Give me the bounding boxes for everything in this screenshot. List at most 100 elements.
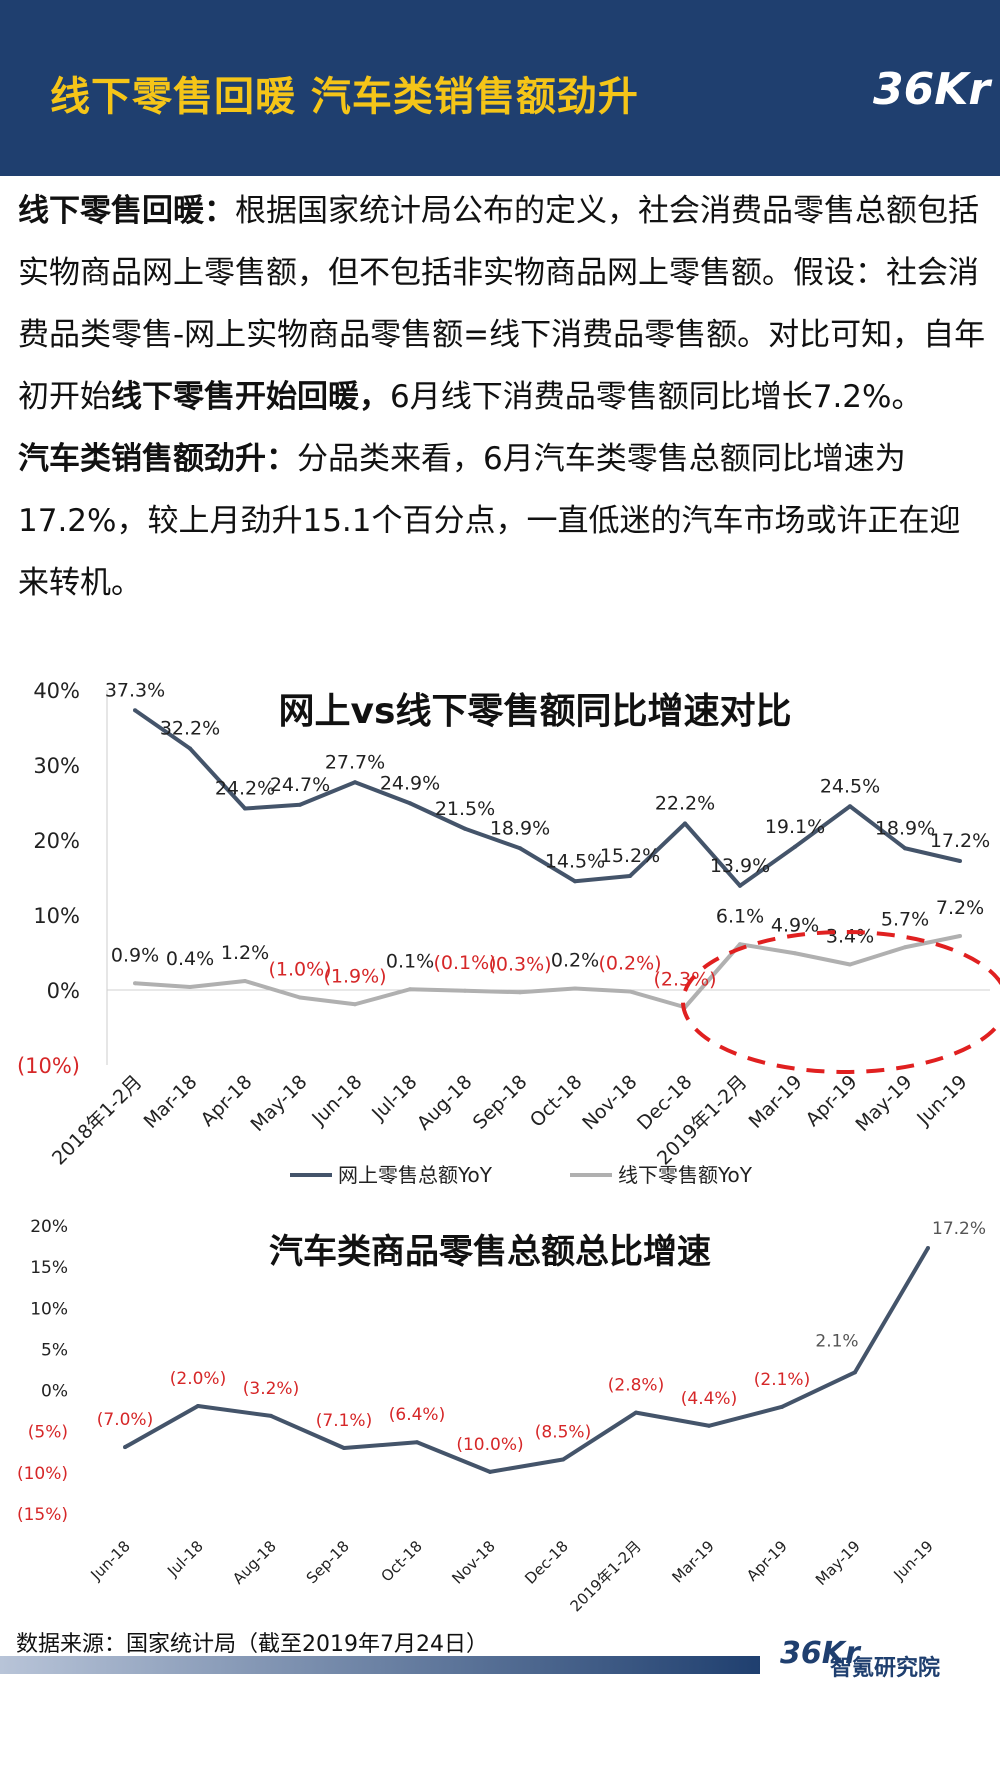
y-tick-label: 20% (30, 1217, 68, 1237)
data-label: 7.2% (936, 897, 984, 919)
data-label: 37.3% (105, 679, 165, 701)
x-tick-label: Jun-19 (912, 1071, 971, 1130)
data-point (903, 846, 907, 851)
data-label: 17.2% (932, 1219, 986, 1239)
y-tick-label: 5% (41, 1340, 68, 1360)
x-tick-label: Mar-19 (668, 1537, 717, 1586)
data-point (573, 879, 577, 884)
para1-emphasis: 线下零售开始回暖， (111, 379, 390, 415)
series-line (134, 934, 961, 1010)
data-point (188, 985, 192, 989)
data-point (353, 780, 357, 785)
data-label: (6.4%) (389, 1405, 445, 1425)
chart-title: 网上vs线下零售额同比增速对比 (279, 691, 792, 732)
x-tick-label: Jul-18 (163, 1537, 207, 1581)
brand-logo: 36Kr (873, 64, 991, 115)
data-label: (8.5%) (535, 1423, 591, 1443)
x-tick-label: Jun-19 (889, 1537, 936, 1584)
data-point (683, 821, 687, 826)
page-title: 线下零售回暖 汽车类销售额劲升 (50, 74, 639, 120)
data-point (488, 1469, 492, 1474)
data-label: (2.0%) (170, 1369, 226, 1389)
data-label: (2.1%) (754, 1370, 810, 1390)
data-label: (1.9%) (323, 965, 386, 987)
legend-label: 线下零售额YoY (618, 1163, 753, 1187)
data-point (634, 1410, 638, 1415)
data-point (408, 801, 412, 806)
highlight-ellipse (681, 930, 1000, 1074)
x-tick-label: Sep-18 (469, 1071, 532, 1134)
data-point (243, 979, 247, 983)
data-point (298, 802, 302, 807)
x-tick-label: Aug-18 (229, 1537, 280, 1588)
data-point (133, 708, 137, 713)
y-tick-label: (5%) (28, 1423, 68, 1443)
data-point (573, 986, 577, 991)
data-point (628, 874, 632, 878)
data-label: 18.9% (490, 817, 550, 839)
data-point (188, 746, 192, 751)
data-label: (2.8%) (608, 1376, 664, 1396)
y-tick-label: (10%) (17, 1054, 80, 1078)
data-label: 0.4% (166, 948, 214, 970)
footer-bar (0, 1656, 760, 1674)
para2-text: 分品类来看，6月汽车类零售总额同比增速为17.2%，较上月劲升15.1个百分点，… (18, 441, 961, 601)
data-label: 32.2% (160, 718, 220, 740)
data-point (342, 1445, 346, 1450)
data-label: 24.9% (380, 772, 440, 794)
para2-heading: 汽车类销售额劲升： (18, 441, 297, 477)
data-point (518, 846, 522, 851)
data-point (196, 1404, 200, 1409)
data-point (738, 883, 742, 888)
data-point (415, 1440, 419, 1445)
chart-title: 汽车类商品零售总额总比增速 (269, 1232, 711, 1272)
y-tick-label: 40% (33, 679, 80, 703)
data-point (780, 1404, 784, 1409)
x-tick-label: Sep-18 (303, 1537, 353, 1587)
data-point (269, 1413, 273, 1418)
y-tick-label: 0% (41, 1382, 68, 1402)
x-tick-label: May-19 (851, 1071, 916, 1136)
x-tick-label: Mar-19 (745, 1071, 807, 1133)
data-label: (2.3%) (653, 968, 716, 990)
x-tick-label: Jun-18 (86, 1537, 133, 1584)
x-tick-label: Nov-18 (578, 1071, 641, 1134)
data-point (853, 1370, 857, 1375)
footer-logo: 36Kr (780, 1636, 860, 1671)
y-tick-label: 0% (47, 979, 80, 1003)
data-point (353, 1002, 357, 1007)
data-point (848, 804, 852, 809)
data-point (793, 951, 797, 956)
x-tick-label: Dec-18 (521, 1537, 572, 1588)
data-label: (4.4%) (681, 1389, 737, 1409)
auto-retail-yoy-chart: 20% 15% 10% 5% 0% (5%) (10%) (15%) 汽车类商品零售总额总比增速… (17, 1217, 986, 1615)
data-label: 27.7% (325, 751, 385, 773)
x-tick-label: Mar-18 (140, 1071, 202, 1133)
series-line (133, 708, 961, 888)
data-label: 0.2% (551, 950, 599, 972)
data-point (298, 995, 302, 1000)
data-point (518, 990, 522, 995)
body-text: 线下零售回暖：根据国家统计局公布的定义，社会消费品零售总额包括实物商品网上零售额… (18, 180, 990, 614)
x-tick-label: Jun-18 (307, 1071, 366, 1130)
data-point (463, 988, 467, 993)
data-label: 1.2% (221, 942, 269, 964)
data-label: 0.1% (386, 950, 434, 972)
legend-label: 网上零售总额YoY (338, 1163, 493, 1187)
footer-org-name: 智氪研究院 (830, 1656, 941, 1681)
para1-text-b: 6月线下消费品零售额同比增长7.2%。 (390, 379, 923, 415)
x-tick-label: 2019年1-2月 (567, 1537, 645, 1615)
data-label: (0.2%) (598, 953, 661, 975)
data-label: 21.5% (435, 798, 495, 820)
data-label: (7.0%) (97, 1410, 153, 1430)
data-label: 17.2% (930, 830, 990, 852)
data-point (958, 859, 962, 863)
data-label: 6.1% (716, 905, 764, 927)
data-point (738, 942, 742, 947)
data-label: 19.1% (765, 816, 825, 838)
data-label: (7.1%) (316, 1411, 372, 1431)
y-tick-label: 15% (30, 1258, 68, 1278)
y-tick-label: 20% (33, 829, 80, 853)
data-point (628, 989, 632, 994)
x-tick-label: Aug-18 (413, 1071, 477, 1135)
